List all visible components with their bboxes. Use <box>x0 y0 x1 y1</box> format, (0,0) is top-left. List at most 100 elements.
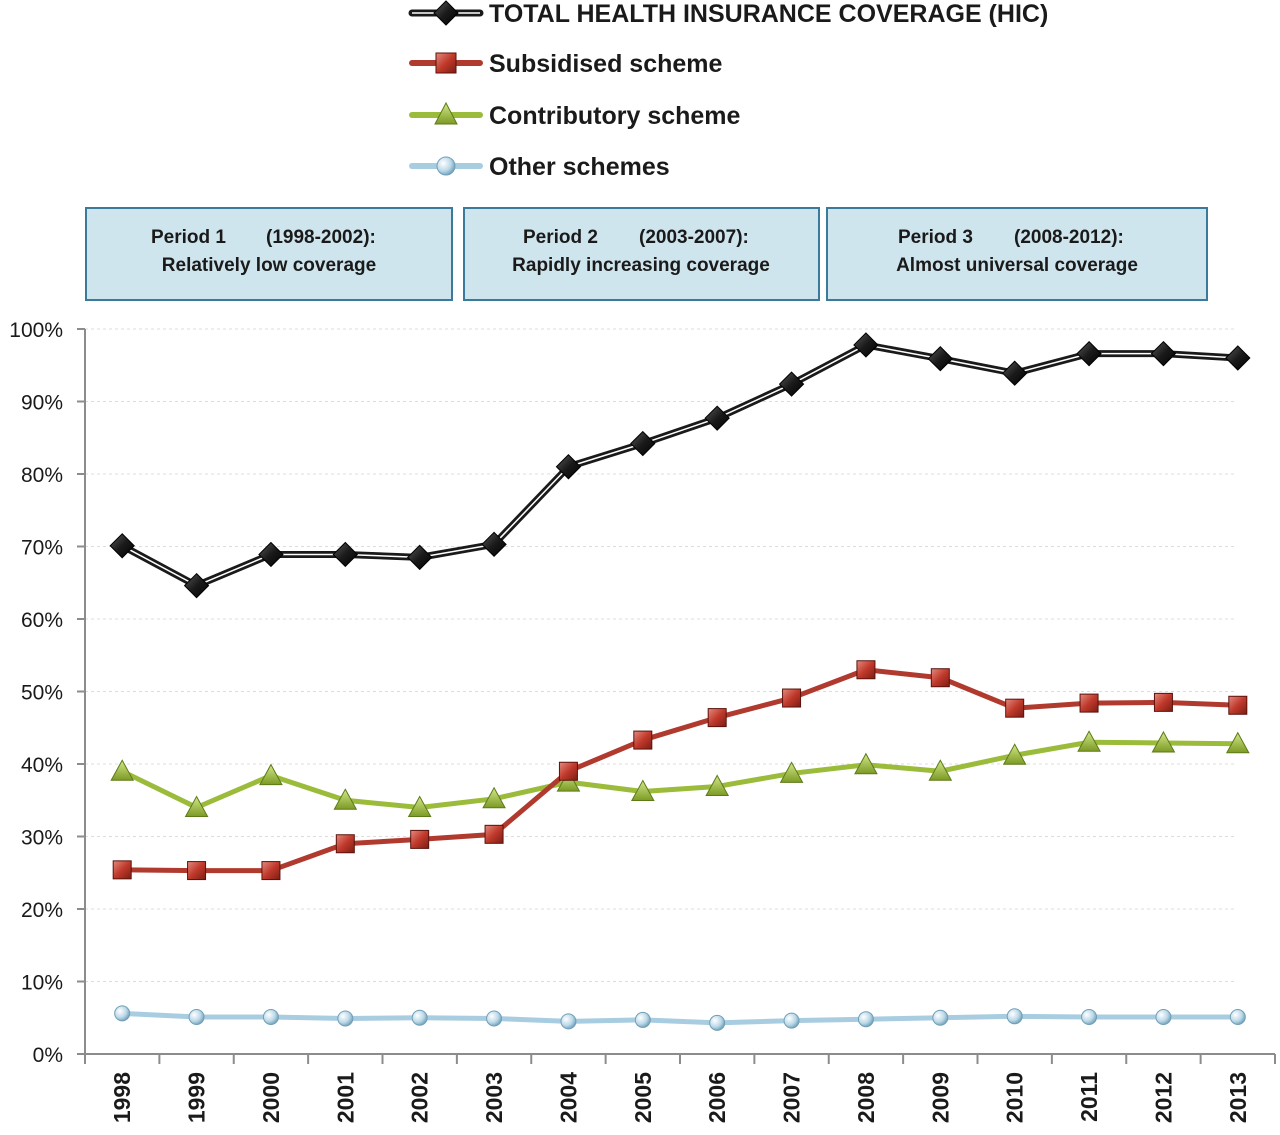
data-point-hic <box>332 541 359 568</box>
x-tick-label: 2011 <box>1076 1072 1102 1122</box>
data-point-contributory <box>407 795 432 817</box>
data-point-other <box>486 1010 503 1027</box>
data-point-hic <box>630 430 656 457</box>
circle-marker-icon <box>436 156 456 176</box>
legend-label-hic: TOTAL HEALTH INSURANCE COVERAGE (HIC) <box>489 0 1048 28</box>
x-tick-label: 2010 <box>1002 1072 1028 1123</box>
x-tick-label: 2007 <box>779 1072 805 1123</box>
data-point-subsidised <box>930 668 950 688</box>
y-tick-label: 0% <box>33 1044 63 1067</box>
data-point-contributory <box>779 761 804 783</box>
data-point-hic <box>704 405 730 431</box>
period-box-2: Period 2 (2003-2007): Rapidly increasing… <box>463 207 820 301</box>
gridlines <box>85 328 1235 982</box>
series-diamond <box>109 332 1251 599</box>
period-box-3: Period 3 (2008-2012): Almost universal c… <box>826 207 1208 301</box>
data-point-other <box>411 1009 428 1026</box>
data-point-subsidised <box>1005 698 1025 718</box>
period-3-years: (2008-2012): <box>1014 227 1124 248</box>
x-tick-label: 1998 <box>109 1072 135 1123</box>
data-point-subsidised <box>187 861 207 881</box>
data-point-subsidised <box>410 829 430 849</box>
data-point-hic <box>183 572 210 599</box>
data-point-contributory <box>1002 743 1027 765</box>
data-point-subsidised <box>633 730 653 750</box>
data-point-other <box>783 1012 800 1029</box>
data-point-contributory <box>482 786 506 809</box>
data-point-contributory <box>1077 730 1101 752</box>
data-point-hic <box>481 531 507 558</box>
data-point-contributory <box>705 774 730 796</box>
series-triangle <box>110 730 1250 817</box>
x-tick-label: 2012 <box>1150 1072 1176 1123</box>
data-point-subsidised <box>558 761 578 781</box>
legend-item-hic: TOTAL HEALTH INSURANCE COVERAGE (HIC) <box>408 0 1048 28</box>
series-circle <box>114 1005 1246 1031</box>
y-tick-label: 10% <box>21 972 63 995</box>
x-tick-label: 2002 <box>407 1072 433 1123</box>
data-point-hic <box>555 454 582 480</box>
legend-label-contributory: Contributory scheme <box>489 102 741 130</box>
x-tick-label: 2013 <box>1225 1072 1251 1123</box>
y-tick-label: 100% <box>9 319 63 342</box>
data-point-other <box>857 1011 874 1028</box>
data-point-other <box>634 1011 651 1028</box>
data-point-hic <box>1150 340 1177 367</box>
series-line-square <box>122 667 1238 874</box>
triangle-marker-icon <box>434 101 458 125</box>
data-point-subsidised <box>484 824 504 844</box>
y-tick-label: 20% <box>21 899 63 922</box>
data-point-contributory <box>1151 730 1176 753</box>
data-point-contributory <box>184 795 209 817</box>
data-point-hic <box>258 541 284 568</box>
period-1-description: Relatively low coverage <box>162 255 376 276</box>
data-point-contributory <box>630 779 655 802</box>
period-1-label: Period 1 <box>151 227 226 248</box>
data-point-other <box>262 1009 279 1026</box>
data-point-other <box>560 1013 577 1030</box>
data-point-hic <box>1001 360 1028 386</box>
x-tick-label: 2009 <box>927 1072 953 1123</box>
legend-label-other: Other schemes <box>489 153 670 181</box>
x-tick-label: 2005 <box>630 1072 656 1123</box>
data-point-contributory <box>854 752 878 775</box>
data-point-other <box>1006 1008 1023 1025</box>
y-tick-label: 90% <box>21 392 63 415</box>
data-point-contributory <box>556 770 581 792</box>
legend: TOTAL HEALTH INSURANCE COVERAGE (HIC) Su… <box>408 0 1048 181</box>
data-point-subsidised <box>707 708 727 728</box>
data-point-contributory <box>928 759 953 781</box>
period-3-description: Almost universal coverage <box>896 255 1138 276</box>
y-tick-label: 80% <box>21 464 63 487</box>
data-point-subsidised <box>112 860 132 880</box>
x-tick-label: 2000 <box>258 1072 284 1123</box>
y-axis-ticks: 0% 10% 20% 30% 40% 50% 60% 70% 80% 90% 100% <box>9 319 63 1067</box>
data-point-hic <box>1225 345 1251 371</box>
data-point-hic <box>778 371 805 397</box>
data-point-contributory <box>1225 731 1250 754</box>
data-point-hic <box>406 544 433 571</box>
x-tick-label: 2008 <box>853 1072 879 1123</box>
x-tick-label: 1999 <box>184 1072 210 1123</box>
data-point-subsidised <box>1228 695 1248 715</box>
series-line-triangle <box>121 739 1238 810</box>
data-point-other <box>1081 1009 1098 1026</box>
data-point-hic <box>853 332 879 358</box>
data-point-other <box>1155 1009 1172 1026</box>
x-tick-label: 2006 <box>704 1072 730 1123</box>
x-axis-ticks: 1998 1999 2000 2001 2002 2003 2004 2005 2006 2007… <box>109 1072 1251 1123</box>
legend-label-subsidised: Subsidised scheme <box>489 50 723 78</box>
y-tick-label: 40% <box>21 754 63 777</box>
data-point-subsidised <box>261 861 281 881</box>
period-2-label: Period 2 <box>523 227 598 248</box>
series-line-hic <box>120 341 1239 590</box>
period-2-years: (2003-2007): <box>639 227 749 248</box>
data-point-subsidised <box>856 660 876 680</box>
y-tick-label: 70% <box>21 537 63 560</box>
period-1-years: (1998-2002): <box>266 227 376 248</box>
period-boxes: Period 1 (1998-2002): Relatively low cov… <box>85 207 1208 301</box>
legend-item-other: Other schemes <box>409 153 670 181</box>
period-2-description: Rapidly increasing coverage <box>512 255 770 276</box>
data-point-other <box>932 1009 949 1026</box>
